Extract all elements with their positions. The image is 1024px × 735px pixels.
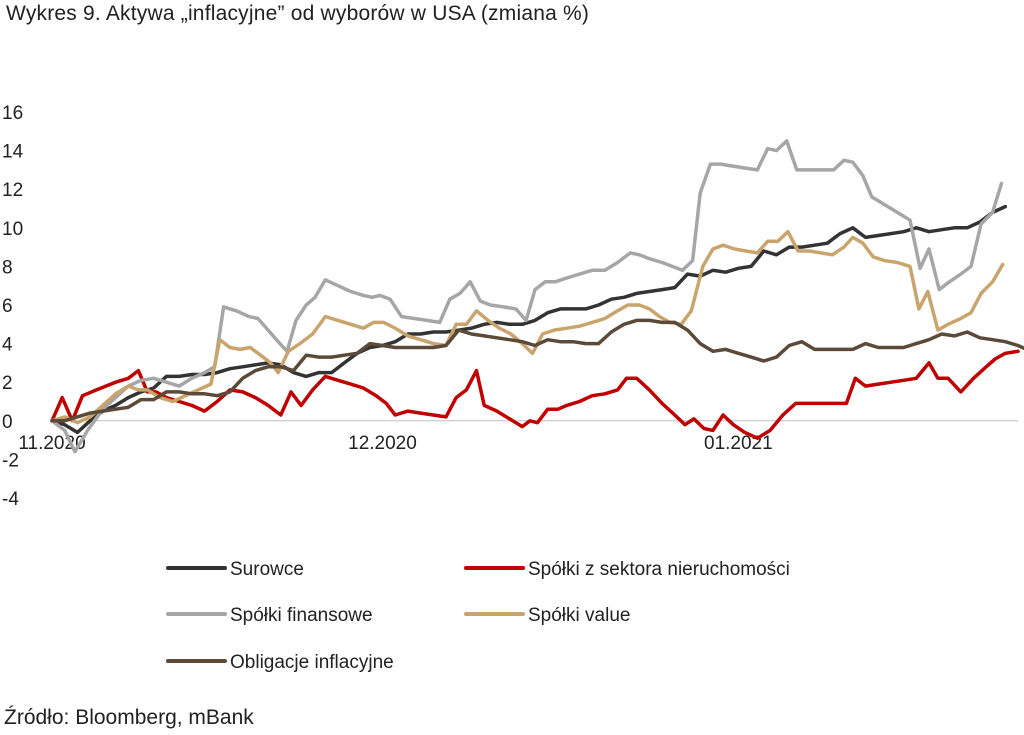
- y-tick-label: -4: [2, 489, 19, 510]
- x-tick-label: 12.2020: [348, 433, 417, 454]
- y-tick-label: 16: [2, 103, 23, 124]
- y-tick-label: 14: [2, 142, 24, 163]
- legend: Surowce Spółki z sektora nieruchomości Spó…: [166, 559, 790, 673]
- y-tick-label: -2: [2, 450, 19, 471]
- x-axis-ticks: 11.2020 12.2020 01.2021: [18, 433, 772, 454]
- source-note: Źródło: Bloomberg, mBank: [4, 706, 254, 729]
- y-tick-label: 8: [2, 257, 13, 278]
- y-tick-label: 12: [2, 180, 23, 201]
- series-line-2: [50, 349, 1020, 440]
- y-axis-ticks: -4 -2 0 2 4 6 8 10 12 14 16: [2, 103, 24, 510]
- legend-item: Spółki value: [464, 605, 630, 626]
- series-line-3: [50, 139, 1004, 454]
- legend-item: Spółki z sektora nieruchomości: [464, 559, 790, 580]
- legend-label: Spółki z sektora nieruchomości: [528, 559, 790, 580]
- series-line-1: [50, 204, 1008, 435]
- legend-item: Surowce: [166, 559, 304, 580]
- y-tick-label: 10: [2, 219, 23, 240]
- y-tick-label: 2: [2, 373, 13, 394]
- y-tick-label: 6: [2, 296, 13, 317]
- legend-label: Spółki value: [528, 605, 630, 626]
- legend-item: Spółki finansowe: [166, 605, 373, 626]
- legend-label: Surowce: [230, 559, 304, 580]
- legend-label: Spółki finansowe: [230, 605, 373, 626]
- chart-title: Wykres 9. Aktywa „inflacyjne” od wyborów…: [6, 2, 590, 25]
- series-lines: [50, 139, 1024, 454]
- y-tick-label: 4: [2, 335, 13, 356]
- legend-item: Obligacje inflacyjne: [166, 652, 394, 673]
- y-tick-label: 0: [2, 412, 13, 433]
- legend-label: Obligacje inflacyjne: [230, 652, 394, 673]
- series-line-5: [50, 318, 1024, 423]
